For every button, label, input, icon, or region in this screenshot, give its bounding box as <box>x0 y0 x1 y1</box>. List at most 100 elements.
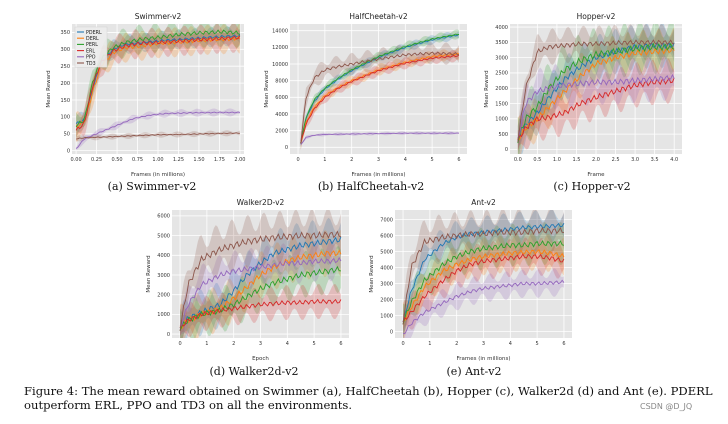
hopper-caption: (c) Hopper-v2 <box>553 180 631 193</box>
x-tick-label: 6 <box>562 341 565 347</box>
y-tick-label: 3000 <box>495 55 508 61</box>
series-band-pderl <box>76 26 240 133</box>
x-tick-label: 3.0 <box>631 157 639 163</box>
series-band-derl <box>300 47 459 150</box>
y-tick-label: 14000 <box>272 28 288 34</box>
y-tick-label: 6000 <box>380 233 393 239</box>
series-band-perl <box>517 24 675 154</box>
x-tick-label: 0.00 <box>71 157 82 163</box>
legend-label-pderl: PDERL <box>86 30 102 36</box>
x-tick-label: 1.0 <box>553 157 561 163</box>
x-tick-label: 5 <box>313 341 316 347</box>
y-tick-label: 8000 <box>275 78 288 84</box>
legend-label-ppo: PPO <box>86 55 96 61</box>
y-tick-label: 300 <box>60 47 70 53</box>
series-line-perl <box>402 240 565 325</box>
x-tick-label: 4 <box>509 341 512 347</box>
series-line-erl <box>300 54 460 144</box>
y-tick-label: 150 <box>60 98 70 104</box>
series-group <box>402 210 565 338</box>
chart-title: Walker2D-v2 <box>237 198 285 207</box>
series-band-erl <box>180 284 341 338</box>
legend-label-erl: ERL <box>86 48 95 54</box>
chart-title: Swimmer-v2 <box>135 12 182 21</box>
x-axis-label: Frames (in millions) <box>352 172 406 178</box>
series-line-erl <box>517 77 675 141</box>
series-line-td3 <box>179 230 342 332</box>
x-tick-label: 3 <box>377 157 380 163</box>
legend-label-td3: TD3 <box>85 61 96 67</box>
x-tick-label: 5 <box>536 341 539 347</box>
x-tick-label: 1 <box>323 157 326 163</box>
series-line-derl <box>300 52 460 143</box>
x-tick-label: 2.00 <box>234 157 245 163</box>
x-tick-label: 1 <box>205 341 208 347</box>
x-tick-label: 2 <box>350 157 353 163</box>
series-line-derl <box>402 248 565 322</box>
series-band-perl <box>180 246 341 338</box>
series-band-td3 <box>517 24 675 154</box>
legend-label-derl: DERL <box>86 36 99 42</box>
series-group <box>75 24 241 151</box>
x-tick-label: 0 <box>178 341 181 347</box>
x-tick-label: 1 <box>428 341 431 347</box>
y-tick-label: 2000 <box>380 297 393 303</box>
x-tick-label: 1.5 <box>572 157 580 163</box>
series-band-perl <box>403 222 564 338</box>
x-tick-label: 0.5 <box>533 157 541 163</box>
x-tick-label: 4 <box>404 157 407 163</box>
series-line-pderl <box>517 41 675 141</box>
halfcheetah-chart: HalfCheetah-v2 0 1 2 3 4 5 6 0 2000 4000 6000 8000 10… <box>264 12 467 178</box>
x-tick-label: 1.75 <box>214 157 225 163</box>
hopper-chart: Hopper-v2 0.0 0.5 1.0 1.5 2.0 2.5 3.0 3.5 4.0 0 500… <box>484 12 682 178</box>
series-line-ppo <box>75 111 241 149</box>
x-tick-label: 5 <box>431 157 434 163</box>
y-tick-label: 100 <box>60 115 70 121</box>
chart-title: Hopper-v2 <box>577 12 616 21</box>
series-line-ppo <box>517 73 675 139</box>
y-tick-label: 2000 <box>495 86 508 92</box>
y-tick-label: 0 <box>505 147 508 153</box>
ant-chart: Ant-v2 0 1 2 3 4 5 6 0 1000 2000 3000 4000 5000 6000 70… <box>369 198 572 362</box>
x-axis-label: Epoch <box>252 356 269 362</box>
series-line-perl <box>300 33 460 144</box>
x-tick-label: 3 <box>482 341 485 347</box>
y-axis-label: Mean Reward <box>146 255 152 292</box>
series-band-derl <box>76 24 240 142</box>
y-tick-label: 4000 <box>275 112 288 118</box>
series-line-td3 <box>75 132 240 140</box>
series-band-ppo <box>403 268 564 338</box>
y-tick-label: 7000 <box>380 217 393 223</box>
series-band-td3 <box>180 210 341 338</box>
series-line-derl <box>517 46 675 141</box>
y-axis-label: Mean Reward <box>369 255 375 292</box>
y-tick-label: 1000 <box>495 117 508 123</box>
series-band-pderl <box>517 24 675 154</box>
x-tick-label: 0 <box>401 341 404 347</box>
y-tick-label: 200 <box>60 81 70 87</box>
x-tick-label: 3.5 <box>651 157 659 163</box>
y-tick-label: 1000 <box>157 312 170 318</box>
x-tick-label: 1.25 <box>173 157 184 163</box>
watermark: CSDN @D_JQ <box>640 402 693 411</box>
x-axis-label: Frames (in millions) <box>131 172 185 178</box>
series-group <box>300 29 460 151</box>
x-tick-label: 2.0 <box>592 157 600 163</box>
y-tick-label: 12000 <box>272 45 288 51</box>
y-tick-label: 6000 <box>275 95 288 101</box>
x-tick-label: 0.25 <box>91 157 102 163</box>
y-tick-label: 0 <box>390 329 393 335</box>
series-line-td3 <box>300 51 460 144</box>
series-line-perl <box>179 265 342 331</box>
swimmer-caption: (a) Swimmer-v2 <box>107 180 197 193</box>
series-band-td3 <box>300 42 459 151</box>
series-band-pderl <box>403 210 564 334</box>
series-band-derl <box>403 232 564 338</box>
x-tick-label: 0.75 <box>132 157 143 163</box>
series-band-perl <box>300 29 459 148</box>
x-tick-label: 2 <box>232 341 235 347</box>
x-tick-label: 4 <box>286 341 289 347</box>
swimmer-chart: Swimmer-v2 0.00 0.25 0.50 0.75 1.00 1.25 1.50 1.… <box>46 12 245 178</box>
series-band-ppo <box>300 131 459 146</box>
x-tick-label: 0 <box>296 157 299 163</box>
